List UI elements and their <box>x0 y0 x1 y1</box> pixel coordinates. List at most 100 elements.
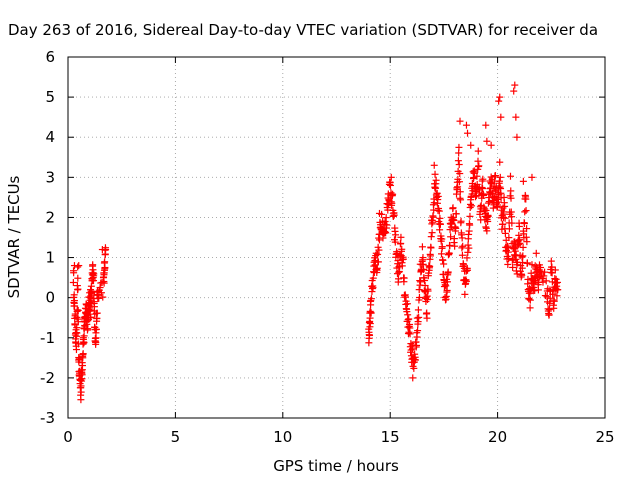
data-point <box>406 330 414 338</box>
data-point <box>374 250 382 258</box>
data-point <box>501 229 509 237</box>
data-point <box>73 329 81 337</box>
data-point <box>424 296 432 304</box>
data-point <box>495 97 503 105</box>
data-point <box>408 345 416 353</box>
data-point <box>473 172 481 180</box>
data-point <box>409 374 417 382</box>
data-point <box>466 221 474 229</box>
x-tick-label: 0 <box>63 428 73 446</box>
data-point <box>550 297 558 305</box>
data-point <box>445 249 453 257</box>
data-point <box>389 190 397 198</box>
data-point <box>80 338 88 346</box>
data-point <box>432 176 440 184</box>
data-point <box>500 208 508 216</box>
plot-frame <box>67 56 606 419</box>
x-tick-label: 25 <box>595 428 614 446</box>
data-point <box>523 225 531 233</box>
data-point <box>462 277 470 285</box>
data-point <box>382 229 390 237</box>
data-point <box>499 204 507 212</box>
data-point <box>518 271 526 279</box>
data-point <box>546 294 554 302</box>
data-point <box>516 239 524 247</box>
data-point <box>512 113 520 121</box>
data-point <box>87 314 95 322</box>
data-point <box>526 304 534 312</box>
data-point <box>423 314 431 322</box>
data-point <box>523 259 531 267</box>
data-point <box>74 306 82 314</box>
data-point <box>399 255 407 263</box>
data-point <box>436 226 444 234</box>
data-point <box>551 266 559 274</box>
data-point <box>415 313 423 321</box>
data-point <box>457 196 465 204</box>
data-point <box>74 318 82 326</box>
data-point <box>482 121 490 129</box>
data-point <box>430 199 438 207</box>
y-tick-label: -1 <box>40 329 55 347</box>
data-point <box>515 222 523 230</box>
y-tick-label: 2 <box>45 208 55 226</box>
data-point <box>528 261 536 269</box>
data-point <box>504 248 512 256</box>
data-point <box>513 133 521 141</box>
data-point <box>84 325 92 333</box>
data-point <box>509 263 517 271</box>
data-point <box>463 254 471 262</box>
data-point <box>428 229 436 237</box>
data-point <box>520 220 528 228</box>
data-point <box>415 286 423 294</box>
data-point <box>426 262 434 270</box>
data-point <box>439 256 447 264</box>
data-point <box>501 214 509 222</box>
data-point <box>403 300 411 308</box>
data-point <box>79 350 87 358</box>
data-point <box>450 216 458 224</box>
data-point <box>483 227 491 235</box>
data-point <box>465 244 473 252</box>
data-point <box>464 266 472 274</box>
data-point <box>99 293 107 301</box>
data-point <box>398 262 406 270</box>
data-point <box>464 129 472 137</box>
data-point <box>455 143 463 151</box>
data-point <box>74 263 82 271</box>
data-point <box>90 270 98 278</box>
data-point <box>369 274 377 282</box>
data-point <box>447 233 455 241</box>
data-point <box>390 211 398 219</box>
data-point <box>418 243 426 251</box>
y-tick-label: -3 <box>40 409 55 427</box>
data-point <box>495 177 503 185</box>
data-point <box>413 333 421 341</box>
y-tick-label: -2 <box>40 369 55 387</box>
data-point <box>545 306 553 314</box>
data-point <box>458 244 466 252</box>
data-point <box>75 262 83 270</box>
data-point <box>458 234 466 242</box>
data-point <box>374 258 382 266</box>
data-point <box>433 189 441 197</box>
data-point <box>541 292 549 300</box>
data-point <box>436 220 444 228</box>
data-point <box>443 286 451 294</box>
data-point <box>510 87 518 95</box>
data-point <box>508 219 516 227</box>
data-point <box>77 396 85 404</box>
data-point <box>541 268 549 276</box>
data-point <box>458 251 466 259</box>
data-point <box>444 268 452 276</box>
data-point <box>92 326 100 334</box>
data-point <box>400 274 408 282</box>
data-point <box>77 388 85 396</box>
data-point <box>466 212 474 220</box>
data-point <box>462 121 470 129</box>
data-point <box>366 307 374 315</box>
data-point <box>521 208 529 216</box>
data-point <box>373 264 381 272</box>
data-point <box>553 278 561 286</box>
data-point <box>542 277 550 285</box>
